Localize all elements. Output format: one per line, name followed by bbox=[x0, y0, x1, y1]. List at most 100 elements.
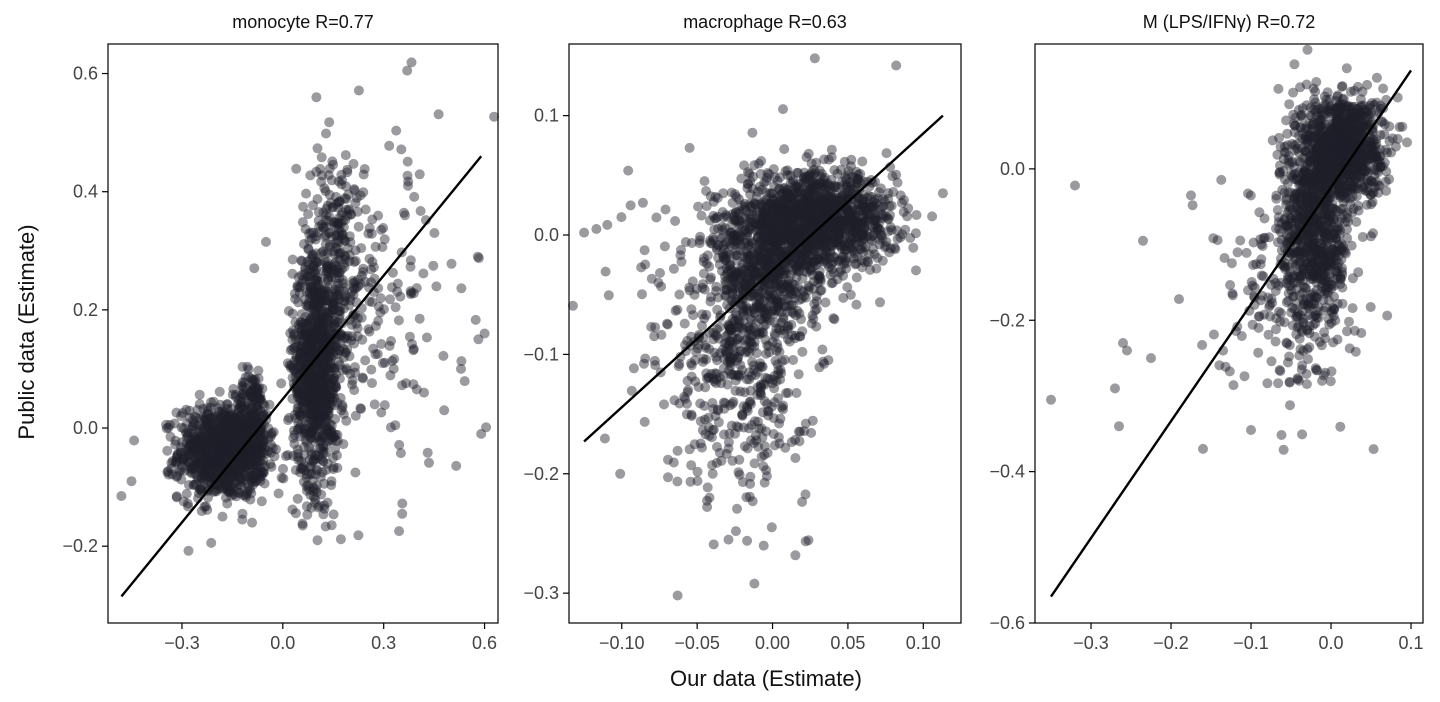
data-point bbox=[683, 385, 693, 395]
x-tick-label: 0.05 bbox=[830, 633, 865, 653]
data-point bbox=[360, 355, 370, 365]
data-point bbox=[267, 428, 277, 438]
data-point bbox=[307, 429, 317, 439]
data-point bbox=[685, 143, 695, 153]
data-point bbox=[708, 328, 718, 338]
data-point bbox=[758, 461, 768, 471]
data-point bbox=[376, 408, 386, 418]
data-point bbox=[720, 276, 730, 286]
data-point bbox=[403, 177, 413, 187]
data-point bbox=[818, 357, 828, 367]
data-point bbox=[187, 468, 197, 478]
data-point bbox=[749, 160, 759, 170]
data-point bbox=[365, 254, 375, 264]
data-point bbox=[646, 322, 656, 332]
data-point bbox=[736, 219, 746, 229]
data-point bbox=[371, 242, 381, 252]
data-point bbox=[842, 282, 852, 292]
data-point bbox=[313, 535, 323, 545]
data-point bbox=[700, 382, 710, 392]
data-point bbox=[331, 243, 341, 253]
data-point bbox=[341, 363, 351, 373]
data-point bbox=[742, 254, 752, 264]
data-point bbox=[358, 267, 368, 277]
data-point bbox=[817, 345, 827, 355]
data-point bbox=[779, 226, 789, 236]
data-point bbox=[415, 314, 425, 324]
data-point bbox=[752, 267, 762, 277]
data-point bbox=[579, 228, 589, 238]
data-point bbox=[386, 422, 396, 432]
data-point bbox=[775, 246, 785, 256]
data-points bbox=[568, 53, 948, 600]
data-point bbox=[317, 152, 327, 162]
data-point bbox=[697, 309, 707, 319]
data-point bbox=[297, 318, 307, 328]
x-tick-label: 0.3 bbox=[371, 633, 396, 653]
data-point bbox=[686, 460, 696, 470]
data-point bbox=[323, 276, 333, 286]
y-tick-label: 0.2 bbox=[73, 300, 98, 320]
data-point bbox=[728, 456, 738, 466]
data-point bbox=[798, 205, 808, 215]
data-point bbox=[616, 212, 626, 222]
data-point bbox=[669, 458, 679, 468]
data-point bbox=[705, 238, 715, 248]
data-point bbox=[1372, 73, 1382, 83]
data-point bbox=[647, 274, 657, 284]
data-point bbox=[893, 178, 903, 188]
data-point bbox=[749, 579, 759, 589]
data-point bbox=[229, 489, 239, 499]
data-point bbox=[762, 207, 772, 217]
data-point bbox=[253, 405, 263, 415]
data-point bbox=[205, 430, 215, 440]
data-point bbox=[406, 262, 416, 272]
data-point bbox=[353, 530, 363, 540]
data-point bbox=[376, 225, 386, 235]
data-point bbox=[827, 145, 837, 155]
data-point bbox=[745, 492, 755, 502]
data-point bbox=[769, 383, 779, 393]
data-point bbox=[429, 228, 439, 238]
data-point bbox=[690, 355, 700, 365]
data-point bbox=[881, 237, 891, 247]
data-point bbox=[127, 476, 137, 486]
data-point bbox=[751, 435, 761, 445]
data-point bbox=[387, 356, 397, 366]
data-point bbox=[698, 425, 708, 435]
data-point bbox=[222, 480, 232, 490]
data-point bbox=[290, 294, 300, 304]
data-point bbox=[693, 202, 703, 212]
data-point bbox=[705, 275, 715, 285]
data-point bbox=[856, 237, 866, 247]
data-point bbox=[663, 472, 673, 482]
data-point bbox=[731, 327, 741, 337]
data-point bbox=[724, 261, 734, 271]
data-point bbox=[323, 248, 333, 258]
data-point bbox=[912, 210, 922, 220]
data-point bbox=[428, 261, 438, 271]
data-point bbox=[397, 499, 407, 509]
x-tick-label: 0.00 bbox=[755, 633, 790, 653]
data-point bbox=[669, 264, 679, 274]
data-point bbox=[770, 397, 780, 407]
data-point bbox=[288, 255, 298, 265]
data-point bbox=[700, 415, 710, 425]
data-point bbox=[278, 464, 288, 474]
data-point bbox=[600, 434, 610, 444]
data-point bbox=[313, 502, 323, 512]
data-point bbox=[349, 159, 359, 169]
data-point bbox=[316, 436, 326, 446]
data-point bbox=[225, 427, 235, 437]
data-point bbox=[325, 164, 335, 174]
data-point bbox=[738, 411, 748, 421]
data-point bbox=[328, 383, 338, 393]
data-point bbox=[367, 378, 377, 388]
data-point bbox=[770, 235, 780, 245]
data-point bbox=[757, 327, 767, 337]
data-point bbox=[747, 128, 757, 138]
data-point bbox=[396, 144, 406, 154]
data-point bbox=[365, 223, 375, 233]
data-point bbox=[400, 210, 410, 220]
